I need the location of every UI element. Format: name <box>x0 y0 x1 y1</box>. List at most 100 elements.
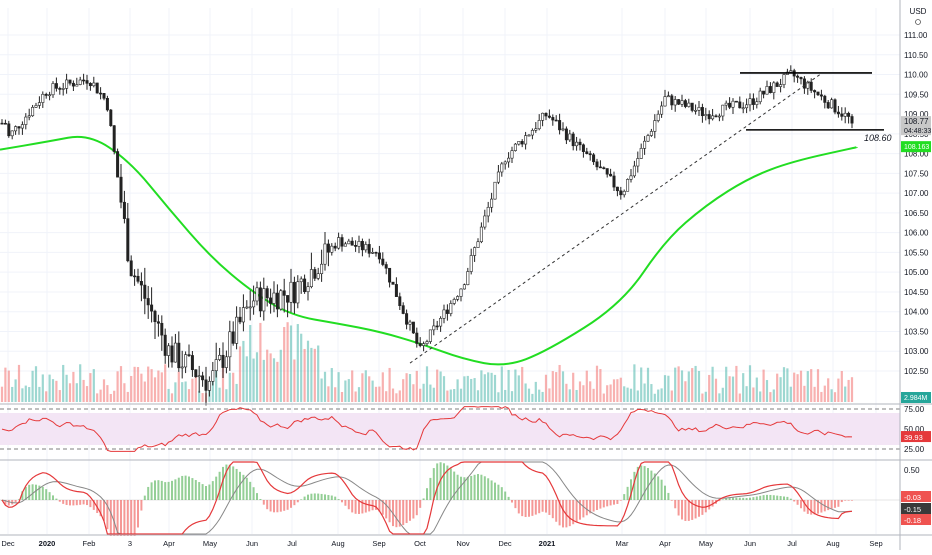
candlestick <box>520 139 524 148</box>
volume-bar <box>510 391 514 402</box>
macd-histogram-bar <box>375 500 377 510</box>
macd-histogram-bar <box>500 487 503 500</box>
price-tick-label: 108.00 <box>904 150 929 159</box>
volume-bar <box>833 392 837 402</box>
candle-body <box>660 105 664 115</box>
candlestick <box>238 307 242 325</box>
candlestick <box>731 98 735 115</box>
candlestick <box>3 119 7 125</box>
volume-bar <box>167 388 170 402</box>
candle-body <box>371 252 375 254</box>
volume-bar <box>697 370 701 402</box>
candlestick <box>7 120 11 138</box>
macd-histogram-bar <box>157 480 160 500</box>
candlestick <box>687 98 691 108</box>
candlestick <box>201 371 205 387</box>
time-tick-label: Aug <box>826 539 839 548</box>
candle-body <box>775 82 779 87</box>
candlestick <box>286 295 290 318</box>
candlestick <box>704 107 708 121</box>
candle-body <box>10 130 14 137</box>
volume-bar <box>776 373 779 402</box>
candle-body <box>683 100 687 107</box>
last-price-label: 108.77 <box>904 117 929 126</box>
macd-pane[interactable] <box>0 461 900 555</box>
macd-histogram-bar <box>745 497 748 500</box>
price-axis[interactable]: USD111.00110.50110.00109.50109.00108.501… <box>900 0 932 550</box>
candlestick <box>31 104 35 117</box>
candlestick <box>0 119 4 125</box>
candle-body <box>585 151 589 154</box>
candlestick <box>707 110 711 125</box>
candlestick <box>282 278 286 313</box>
candlestick <box>269 288 273 314</box>
candlestick <box>432 318 436 336</box>
candle-body <box>360 241 364 251</box>
candle-body <box>520 141 524 145</box>
rsi-value-badge <box>901 431 931 443</box>
candle-body <box>714 115 718 118</box>
macd-histogram-bar <box>674 500 677 509</box>
candle-body <box>697 107 701 111</box>
volume-bar <box>534 381 537 402</box>
candlestick <box>466 267 470 286</box>
candlestick <box>615 186 619 197</box>
macd-histogram-bar <box>687 500 690 521</box>
candlestick <box>581 143 585 158</box>
candlestick <box>51 81 55 98</box>
candle-body <box>813 90 817 93</box>
macd-histogram-bar <box>381 500 384 515</box>
candle-body <box>44 93 48 96</box>
candle-body <box>99 92 103 95</box>
macd-histogram-bar <box>351 500 354 513</box>
macd-histogram-bar <box>555 500 558 522</box>
macd-histogram-bar <box>521 500 524 517</box>
macd-histogram-bar <box>844 500 847 501</box>
candle-body <box>809 81 813 91</box>
candle-body <box>323 243 327 265</box>
candle-body <box>456 296 460 300</box>
volume-bar <box>643 383 646 402</box>
time-axis[interactable]: Dec 2020 Feb 3 Apr May Jun Jul Aug Sep Oct Nov Dec 20… <box>0 536 900 550</box>
macd-histogram-bar <box>164 482 167 500</box>
macd-histogram-bar <box>817 500 819 514</box>
volume-bar <box>330 368 333 402</box>
volume-bar <box>419 388 422 402</box>
candlestick <box>435 320 439 331</box>
macd-histogram-bar <box>405 500 408 524</box>
macd-histogram-bar <box>18 499 20 500</box>
candlestick <box>388 267 392 288</box>
macd-histogram-bar <box>752 497 755 500</box>
volume-bar <box>572 372 575 402</box>
candlestick <box>265 285 269 307</box>
candlestick <box>507 152 511 168</box>
candle-body <box>218 354 222 360</box>
candlestick <box>343 241 347 247</box>
macd-histogram-bar <box>235 468 238 500</box>
macd-histogram-bar <box>38 485 41 500</box>
volume-bar <box>136 367 140 402</box>
candle-body <box>847 112 851 117</box>
volume-bar <box>62 364 65 402</box>
candle-body <box>248 306 252 309</box>
candlesticks[interactable] <box>0 65 854 406</box>
volume-bar <box>796 374 799 402</box>
candle-body <box>37 102 41 106</box>
drawing-tools[interactable]: 108.60 <box>409 72 892 364</box>
macd-histogram-bar <box>776 495 779 500</box>
volume-bar <box>816 369 820 402</box>
candlestick <box>211 361 215 386</box>
time-tick-label: 3 <box>128 539 132 548</box>
macd-histogram-bar <box>324 494 326 500</box>
macd-histogram-bar <box>303 496 306 500</box>
volume-bar <box>490 372 493 402</box>
volume-bar <box>7 370 10 402</box>
macd-histogram-bar <box>55 498 58 500</box>
candlestick <box>224 350 228 374</box>
candle-body <box>687 102 691 107</box>
volume-bar <box>109 393 112 402</box>
candlestick <box>245 300 249 310</box>
volume-bar <box>82 379 85 402</box>
rsi-pane[interactable] <box>0 406 900 452</box>
